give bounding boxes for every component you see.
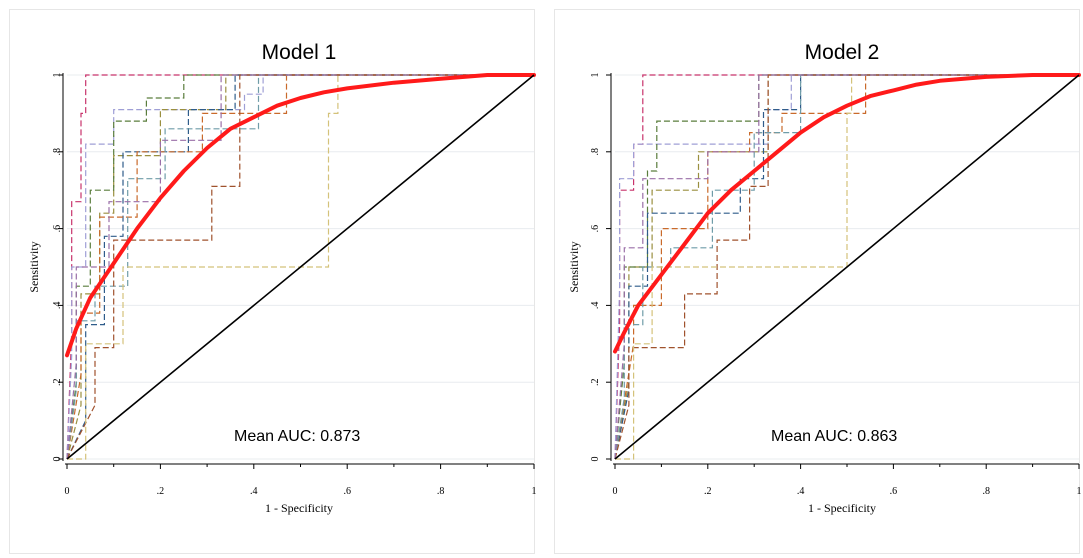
reference-diagonal bbox=[614, 74, 1080, 460]
y-tick-label: .2 bbox=[52, 378, 63, 386]
mean-auc-annotation: Mean AUC: 0.863 bbox=[771, 428, 897, 445]
y-axis-label: Sensitivity bbox=[567, 241, 581, 292]
fold-roc-curve bbox=[615, 74, 1079, 460]
y-tick-label: 0 bbox=[590, 457, 601, 462]
y-tick-label: 1 bbox=[52, 73, 63, 78]
y-tick-label: .4 bbox=[52, 302, 63, 310]
y-tick-label: .4 bbox=[590, 302, 601, 310]
y-tick-label: .6 bbox=[590, 225, 601, 233]
x-tick-label: .8 bbox=[982, 486, 990, 497]
y-tick-label: 0 bbox=[52, 457, 63, 462]
fold-roc-curve bbox=[66, 74, 534, 460]
fold-roc-curve bbox=[614, 74, 1079, 460]
reference-diagonal bbox=[66, 74, 535, 460]
x-axis-label: 1 - Specificity bbox=[265, 501, 333, 515]
roc-chart-model-2: 0 .2 .4 .6 .8 1 0 .2 .4 .6 .8 1 Model 2 Mean AUC: 0.… bbox=[567, 41, 1082, 515]
x-tick-label: .6 bbox=[343, 486, 351, 497]
mean-roc-curve bbox=[65, 73, 536, 358]
x-tick-label: .2 bbox=[704, 486, 712, 497]
fold-roc-curve bbox=[66, 74, 534, 460]
y-tick-label: .8 bbox=[52, 148, 63, 156]
fold-roc-curve bbox=[66, 74, 534, 460]
x-tick-label: .6 bbox=[890, 486, 898, 497]
fold-roc-curve bbox=[614, 74, 1079, 460]
y-tick-label: 1 bbox=[590, 73, 601, 78]
x-tick-label: 1 bbox=[1077, 486, 1082, 497]
chart-title: Model 2 bbox=[805, 41, 880, 64]
roc-chart-model-1: 0 .2 .4 .6 .8 1 0 .2 .4 .6 .8 1 Model 1 Mean AUC: 0.… bbox=[27, 41, 537, 515]
y-tick-label: .8 bbox=[590, 148, 601, 156]
x-tick-label: .4 bbox=[250, 486, 258, 497]
y-axis-label: Sensitivity bbox=[27, 241, 41, 292]
roc-panel-model-1: 0 .2 .4 .6 .8 1 0 .2 .4 .6 .8 1 Model 1 Mean AUC: 0.… bbox=[4, 0, 539, 558]
x-tick-label: 0 bbox=[613, 486, 618, 497]
fold-roc-curve bbox=[66, 74, 534, 460]
panel-frame bbox=[554, 9, 1080, 554]
x-axis-label: 1 - Specificity bbox=[808, 501, 876, 515]
x-tick-label: 1 bbox=[532, 486, 537, 497]
mean-roc-curve bbox=[613, 73, 1081, 354]
panel-frame bbox=[9, 9, 535, 554]
x-tick-label: 0 bbox=[65, 486, 70, 497]
fold-roc-curve bbox=[614, 74, 1079, 460]
x-tick-label: .4 bbox=[797, 486, 805, 497]
fold-roc-curve bbox=[66, 74, 534, 460]
y-tick-label: .2 bbox=[590, 378, 601, 386]
x-tick-label: .8 bbox=[437, 486, 445, 497]
mean-auc-annotation: Mean AUC: 0.873 bbox=[234, 428, 360, 445]
x-tick-label: .2 bbox=[157, 486, 165, 497]
roc-panel-model-2: 0 .2 .4 .6 .8 1 0 .2 .4 .6 .8 1 Model 2 Mean AUC: 0.… bbox=[549, 0, 1083, 558]
chart-title: Model 1 bbox=[262, 41, 337, 64]
y-tick-label: .6 bbox=[52, 225, 63, 233]
fold-roc-curve bbox=[67, 74, 534, 460]
